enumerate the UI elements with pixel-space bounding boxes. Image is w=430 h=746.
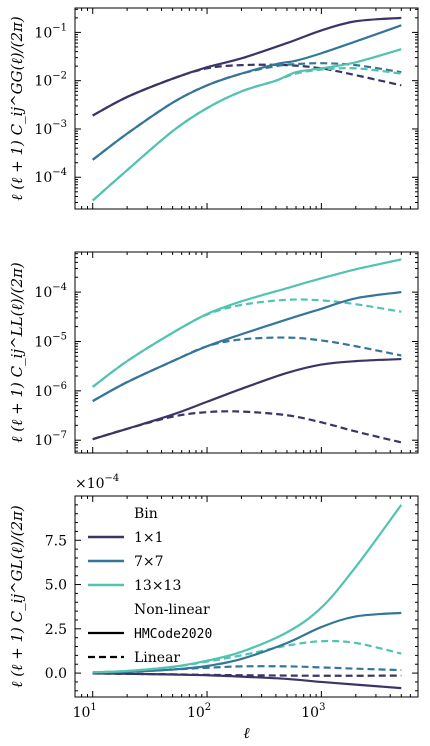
series-line-7x7-hmcode2020	[92, 291, 402, 403]
offset-text: ×10−4	[75, 473, 119, 492]
panel-2: 10−4 10−5 10−6 10−7 ℓ (ℓ + 1) C_ij^LL(ℓ)/(2π…	[8, 251, 419, 454]
legend: Bin 1×1 7×7 13×13 Non-linear HMCode2020 Linear	[88, 506, 212, 666]
x-ticks	[74, 252, 419, 453]
x-axis-label: ℓ	[243, 724, 249, 742]
series-line-13x13-hmcode2020	[92, 258, 402, 388]
x-ticks	[74, 496, 419, 697]
y-ticks	[75, 504, 418, 692]
y-tick-label: 10−3	[34, 119, 67, 138]
series-group	[91, 16, 402, 202]
series-line-13x13-linear	[92, 298, 402, 388]
axes-frame	[74, 7, 419, 210]
series-line-7x7-hmcode2020	[92, 611, 402, 674]
x-tick-label: 103	[301, 702, 325, 721]
y-axis-label: ℓ (ℓ + 1) C_ij^GL(ℓ)/(2π)	[8, 505, 26, 688]
series-line-13x13-hmcode2020	[91, 48, 402, 202]
series-line-1x1-hmcode2020	[92, 357, 402, 441]
legend-kind-title: Non-linear	[134, 602, 210, 618]
series-line-7x7-hmcode2020	[92, 24, 402, 161]
y-tick-label: 10−2	[34, 71, 67, 90]
series-line-7x7-linear	[92, 336, 402, 403]
series-group	[92, 258, 402, 444]
y-ticks	[75, 8, 418, 203]
x-tick-label: 101	[73, 702, 97, 721]
legend-entry: 13×13	[134, 578, 181, 594]
legend-bin-title: Bin	[134, 506, 158, 522]
y-axis-label: ℓ (ℓ + 1) C_ij^GG(ℓ)/(2π)	[8, 16, 26, 201]
y-tick-label: 10−1	[34, 22, 67, 41]
series-line-1x1-linear	[92, 410, 402, 444]
series-line-1x1-linear	[92, 63, 402, 117]
legend-entry: 7×7	[134, 554, 164, 570]
series-line-13x13-linear	[91, 67, 402, 202]
y-axis-label: ℓ (ℓ + 1) C_ij^LL(ℓ)/(2π)	[8, 262, 26, 443]
panel-1: 10−1 10−2 10−3 10−4 ℓ (ℓ + 1) C_ij^GG(ℓ)/(2π…	[8, 7, 419, 210]
y-tick-label: 10−4	[34, 167, 67, 186]
series-group	[92, 504, 403, 690]
y-tick-label: 10−6	[34, 381, 67, 400]
series-line-1x1-hmcode2020	[92, 16, 402, 117]
legend-entry: Linear	[134, 650, 180, 666]
axes-frame	[74, 251, 419, 454]
y-tick-label: 10−5	[34, 331, 67, 350]
panel-3: 101 102 103 7.5 5.0 2.5 0.0 ×10−4 ℓ (ℓ + 1) C_ij…	[8, 473, 419, 742]
y-tick-label: 5.0	[45, 578, 67, 594]
y-tick-label: 2.5	[45, 622, 67, 638]
legend-entry: 1×1	[134, 530, 164, 546]
y-tick-label: 0.0	[45, 666, 67, 682]
x-tick-label: 102	[187, 702, 211, 721]
y-tick-label: 10−7	[34, 430, 67, 449]
y-tick-label: 7.5	[45, 533, 67, 549]
series-line-1x1-hmcode2020	[92, 672, 402, 690]
legend-entry: HMCode2020	[134, 627, 212, 642]
axes-frame	[74, 495, 419, 698]
y-tick-label: 10−4	[34, 282, 67, 301]
series-line-13x13-hmcode2020	[92, 504, 403, 674]
series-line-7x7-linear	[92, 62, 402, 161]
y-ticks	[75, 253, 418, 452]
